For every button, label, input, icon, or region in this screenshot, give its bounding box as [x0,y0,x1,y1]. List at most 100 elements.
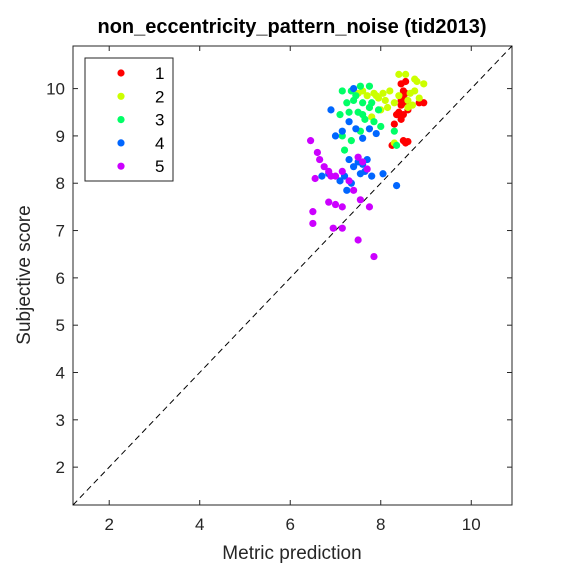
data-point [392,181,401,190]
data-point [383,103,392,112]
data-point [338,127,346,135]
data-point [336,111,344,119]
y-tick-label: 3 [56,411,65,430]
y-axis-label: Subjective score [14,205,35,344]
data-point [372,129,380,138]
data-point [379,170,387,178]
data-point [379,89,387,97]
data-point [365,203,374,211]
data-point [320,163,328,171]
data-point [345,155,353,164]
data-point [352,92,360,100]
data-point [336,177,344,185]
y-tick-label: 4 [56,364,65,383]
legend-label: 1 [155,64,164,83]
data-point [392,141,401,149]
x-tick-label: 6 [286,515,295,534]
series-3-points [336,82,401,154]
data-point [318,172,326,180]
x-tick-label: 8 [376,515,385,534]
x-tick-label: 2 [104,515,113,534]
data-point [404,96,412,105]
data-point [331,200,340,209]
y-tick-label: 7 [56,222,65,241]
data-point [316,155,324,164]
data-point [370,252,378,261]
legend-items: 1 2 3 4 5 [117,64,164,176]
data-point [340,146,349,154]
data-point [365,103,374,112]
data-point [390,120,398,128]
data-point [395,70,403,78]
y-tick-label: 6 [56,269,65,288]
y-tick-label: 9 [56,127,65,146]
data-point [359,158,367,166]
data-point [381,96,389,105]
x-tick-label: 4 [195,515,204,534]
data-point [365,125,374,133]
data-point [325,198,333,206]
data-point [415,94,423,102]
data-point [354,153,362,161]
data-point [374,94,383,102]
data-point [345,108,353,116]
legend: 1 2 3 4 5 [84,57,174,182]
y-tick-label: 8 [56,174,65,193]
data-point [329,224,337,232]
legend-box [84,57,174,182]
data-point [343,99,351,107]
data-point [363,165,371,173]
data-point [352,125,360,133]
data-point [404,137,412,146]
data-point [347,137,355,145]
data-point [390,99,398,107]
y-tick-label: 2 [56,458,65,477]
legend-label: 5 [155,157,164,176]
data-point [343,186,351,194]
data-point [356,196,364,204]
data-point [359,99,367,107]
chart-title: non_eccentricity_pattern_noise (tid2013) [97,16,486,38]
legend-label: 2 [155,87,164,106]
data-point [359,134,367,142]
legend-label: 4 [155,134,164,153]
data-point [363,92,371,100]
data-point [368,172,376,180]
data-point [413,77,421,86]
data-point [402,77,410,86]
data-point [309,219,317,228]
legend-marker [117,92,125,100]
data-point [311,174,319,183]
data-point [370,118,378,126]
x-axis-label: Metric prediction [222,543,361,564]
data-point [361,115,369,123]
data-point [420,80,428,88]
data-point [420,99,428,107]
data-points [307,70,428,261]
data-point [370,89,378,97]
data-point [397,101,405,109]
data-point [374,106,383,114]
data-point [349,84,358,93]
legend-marker [117,162,125,170]
legend-label: 3 [155,111,164,130]
data-point [345,177,353,185]
y-tick-label: 10 [46,80,65,99]
data-point [338,87,346,95]
data-point [349,163,358,171]
data-point [395,92,403,100]
data-point [408,101,417,109]
x-tick-label: 10 [462,515,481,534]
data-point [402,70,410,78]
data-point [331,132,340,140]
data-point [327,106,335,114]
data-point [331,172,340,180]
data-point [392,111,401,119]
data-point [390,127,398,135]
data-point [338,224,346,232]
reference-diagonal-line [72,45,513,506]
data-point [356,82,364,90]
data-point [386,87,394,95]
data-point [338,203,346,211]
